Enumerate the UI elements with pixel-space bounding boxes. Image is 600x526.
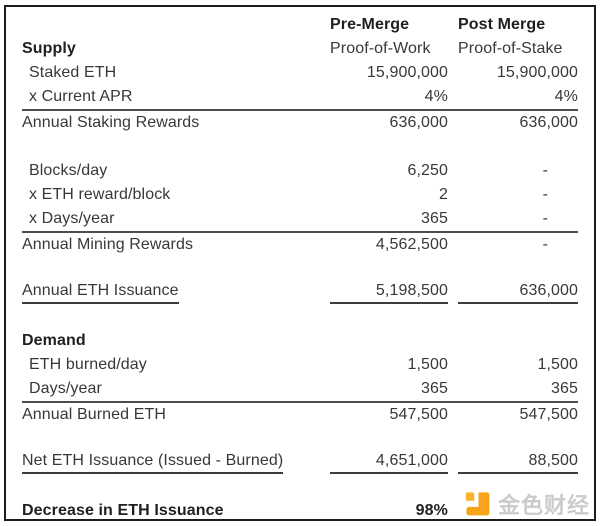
underlined-total: 4,651,000 — [330, 452, 448, 474]
cell-post-merge-value: - — [458, 162, 578, 180]
table-card: Pre-Merge Post Merge Supply Proof-of-Wor… — [4, 5, 596, 521]
cell-post-merge-value: - — [458, 210, 578, 228]
section-spacer — [22, 257, 578, 281]
row-demand-header: Demand — [22, 329, 578, 353]
cell-label: Annual ETH Issuance — [22, 282, 330, 304]
cell-label: x ETH reward/block — [29, 186, 171, 203]
section-title-demand: Demand — [22, 332, 86, 349]
cell-pre-merge-value: 365 — [421, 380, 448, 397]
row-blocks-per-day: Blocks/day 6,250 - — [22, 159, 578, 183]
cell-label: ETH burned/day — [29, 356, 147, 373]
row-current-apr: x Current APR 4% 4% — [22, 85, 578, 111]
cell-pre-merge-value: 5,198,500 — [330, 282, 448, 304]
underlined-label: Net ETH Issuance (Issued - Burned) — [22, 452, 284, 474]
cell-post-merge-value: 636,000 — [458, 282, 578, 304]
cell-post-merge-value: 88,500 — [458, 452, 578, 474]
section-spacer — [22, 135, 578, 159]
underlined-total: 88,500 — [458, 452, 578, 474]
row-supply-header: Supply Proof-of-Work Proof-of-Stake — [22, 37, 578, 61]
cell-label: Decrease in ETH Issuance — [22, 502, 224, 519]
cell-pre-merge-value: 1,500 — [407, 356, 448, 373]
row-net-eth-issuance: Net ETH Issuance (Issued - Burned) 4,651… — [22, 451, 578, 475]
cell-pre-merge-value: 2 — [439, 186, 448, 203]
col-subheader-proof-of-stake: Proof-of-Stake — [458, 40, 563, 57]
cell-pre-merge-value: 98% — [415, 502, 448, 519]
dash-value: - — [542, 210, 548, 227]
underlined-label: Annual ETH Issuance — [22, 282, 179, 304]
dash-value: - — [542, 186, 548, 203]
cell-post-merge-value: 4% — [554, 88, 578, 105]
underlined-total: 5,198,500 — [330, 282, 448, 304]
col-header-pre-merge: Pre-Merge — [330, 16, 410, 33]
cell-post-merge-value: 365 — [551, 380, 578, 397]
section-spacer — [22, 475, 578, 499]
col-header-post-merge: Post Merge — [458, 16, 546, 33]
cell-pre-merge-value: 4,562,500 — [375, 236, 448, 253]
cell-pre-merge-value: 6,250 — [407, 162, 448, 179]
cell-label: Days/year — [29, 380, 102, 397]
cell-pre-merge-value: 547,500 — [389, 406, 448, 423]
row-days-per-year-demand: Days/year 365 365 — [22, 377, 578, 403]
underlined-total: 636,000 — [458, 282, 578, 304]
cell-pre-merge-value: 15,900,000 — [366, 64, 448, 81]
cell-label: Net ETH Issuance (Issued - Burned) — [22, 452, 330, 474]
row-eth-burned-per-day: ETH burned/day 1,500 1,500 — [22, 353, 578, 377]
dash-value: - — [542, 162, 548, 179]
cell-post-merge-value: 636,000 — [519, 114, 578, 131]
row-annual-staking-rewards: Annual Staking Rewards 636,000 636,000 — [22, 111, 578, 135]
cell-post-merge-value: 1,500 — [537, 356, 578, 373]
row-annual-eth-issuance: Annual ETH Issuance 5,198,500 636,000 — [22, 281, 578, 305]
cell-label: Annual Mining Rewards — [22, 236, 194, 253]
cell-label: x Days/year — [29, 210, 115, 227]
row-annual-burned-eth: Annual Burned ETH 547,500 547,500 — [22, 403, 578, 427]
row-column-headers: Pre-Merge Post Merge — [22, 13, 578, 37]
col-subheader-proof-of-work: Proof-of-Work — [330, 40, 431, 57]
row-annual-mining-rewards: Annual Mining Rewards 4,562,500 - — [22, 233, 578, 257]
cell-label: x Current APR — [29, 88, 133, 105]
cell-label: Annual Staking Rewards — [22, 114, 200, 131]
cell-post-merge-value: 15,900,000 — [496, 64, 578, 81]
row-staked-eth: Staked ETH 15,900,000 15,900,000 — [22, 61, 578, 85]
section-spacer — [22, 427, 578, 451]
cell-post-merge-value: - — [458, 236, 578, 254]
cell-label: Blocks/day — [29, 162, 108, 179]
row-days-per-year-supply: x Days/year 365 - — [22, 207, 578, 233]
cell-pre-merge-value: 4% — [424, 88, 448, 105]
section-spacer — [22, 305, 578, 329]
dash-value: - — [542, 236, 548, 253]
cell-label: Annual Burned ETH — [22, 406, 167, 423]
section-title-supply: Supply — [22, 40, 76, 57]
cell-post-merge-value: - — [458, 186, 578, 204]
cell-label: Staked ETH — [29, 64, 117, 81]
row-decrease-in-eth-issuance: Decrease in ETH Issuance 98% — [22, 499, 578, 523]
cell-pre-merge-value: 4,651,000 — [330, 452, 448, 474]
cell-pre-merge-value: 636,000 — [389, 114, 448, 131]
cell-pre-merge-value: 365 — [421, 210, 448, 227]
row-eth-reward-per-block: x ETH reward/block 2 - — [22, 183, 578, 207]
cell-post-merge-value: 547,500 — [519, 406, 578, 423]
